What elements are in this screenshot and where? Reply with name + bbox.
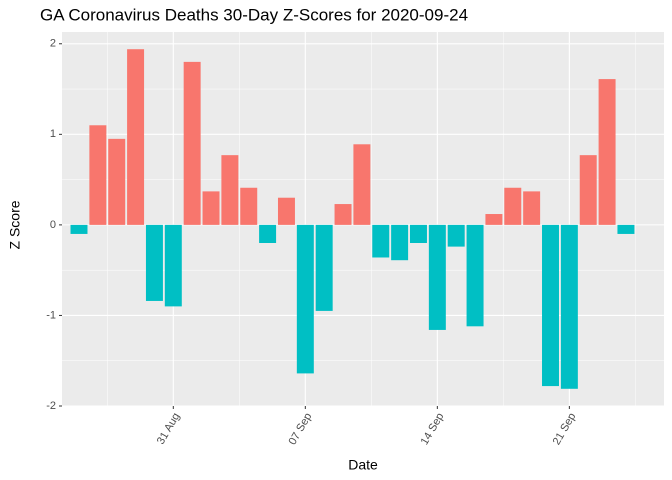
bar — [523, 191, 541, 225]
x-tick-label: 21 Sep — [551, 411, 579, 447]
y-axis-title: Z Score — [7, 200, 23, 249]
bar — [428, 224, 446, 330]
bar — [409, 224, 427, 243]
bar — [202, 191, 220, 225]
y-tick-label: -1 — [46, 309, 56, 321]
y-tick-label: 1 — [50, 128, 56, 140]
bar — [183, 61, 201, 225]
bar — [334, 204, 352, 225]
x-axis-title: Date — [348, 457, 378, 473]
y-tick-label: 2 — [50, 38, 56, 50]
y-tick-label: 0 — [50, 219, 56, 231]
bar — [70, 224, 88, 234]
bar — [485, 214, 503, 225]
bar — [89, 125, 107, 225]
x-tick-label: 31 Aug — [155, 411, 183, 447]
y-tick-label: -2 — [46, 400, 56, 412]
bar — [315, 224, 333, 311]
bar — [560, 224, 578, 389]
x-tick-label: 07 Sep — [287, 411, 315, 447]
bar — [504, 187, 522, 225]
bar — [221, 155, 239, 225]
bar — [617, 224, 635, 234]
bar — [579, 155, 597, 225]
bar — [108, 138, 126, 225]
bar — [296, 224, 314, 374]
bar — [542, 224, 559, 387]
bar — [145, 224, 163, 301]
x-tick-label: 14 Sep — [419, 411, 447, 447]
bar — [164, 224, 182, 307]
bar — [240, 187, 258, 225]
bar — [391, 224, 409, 261]
bar — [259, 224, 277, 243]
bar — [277, 197, 295, 225]
bar — [372, 224, 390, 258]
bar — [127, 49, 145, 225]
bar — [447, 224, 465, 247]
bar — [466, 224, 484, 327]
bar — [353, 144, 371, 225]
bar — [598, 79, 616, 225]
chart-title: GA Coronavirus Deaths 30-Day Z-Scores fo… — [40, 5, 468, 24]
